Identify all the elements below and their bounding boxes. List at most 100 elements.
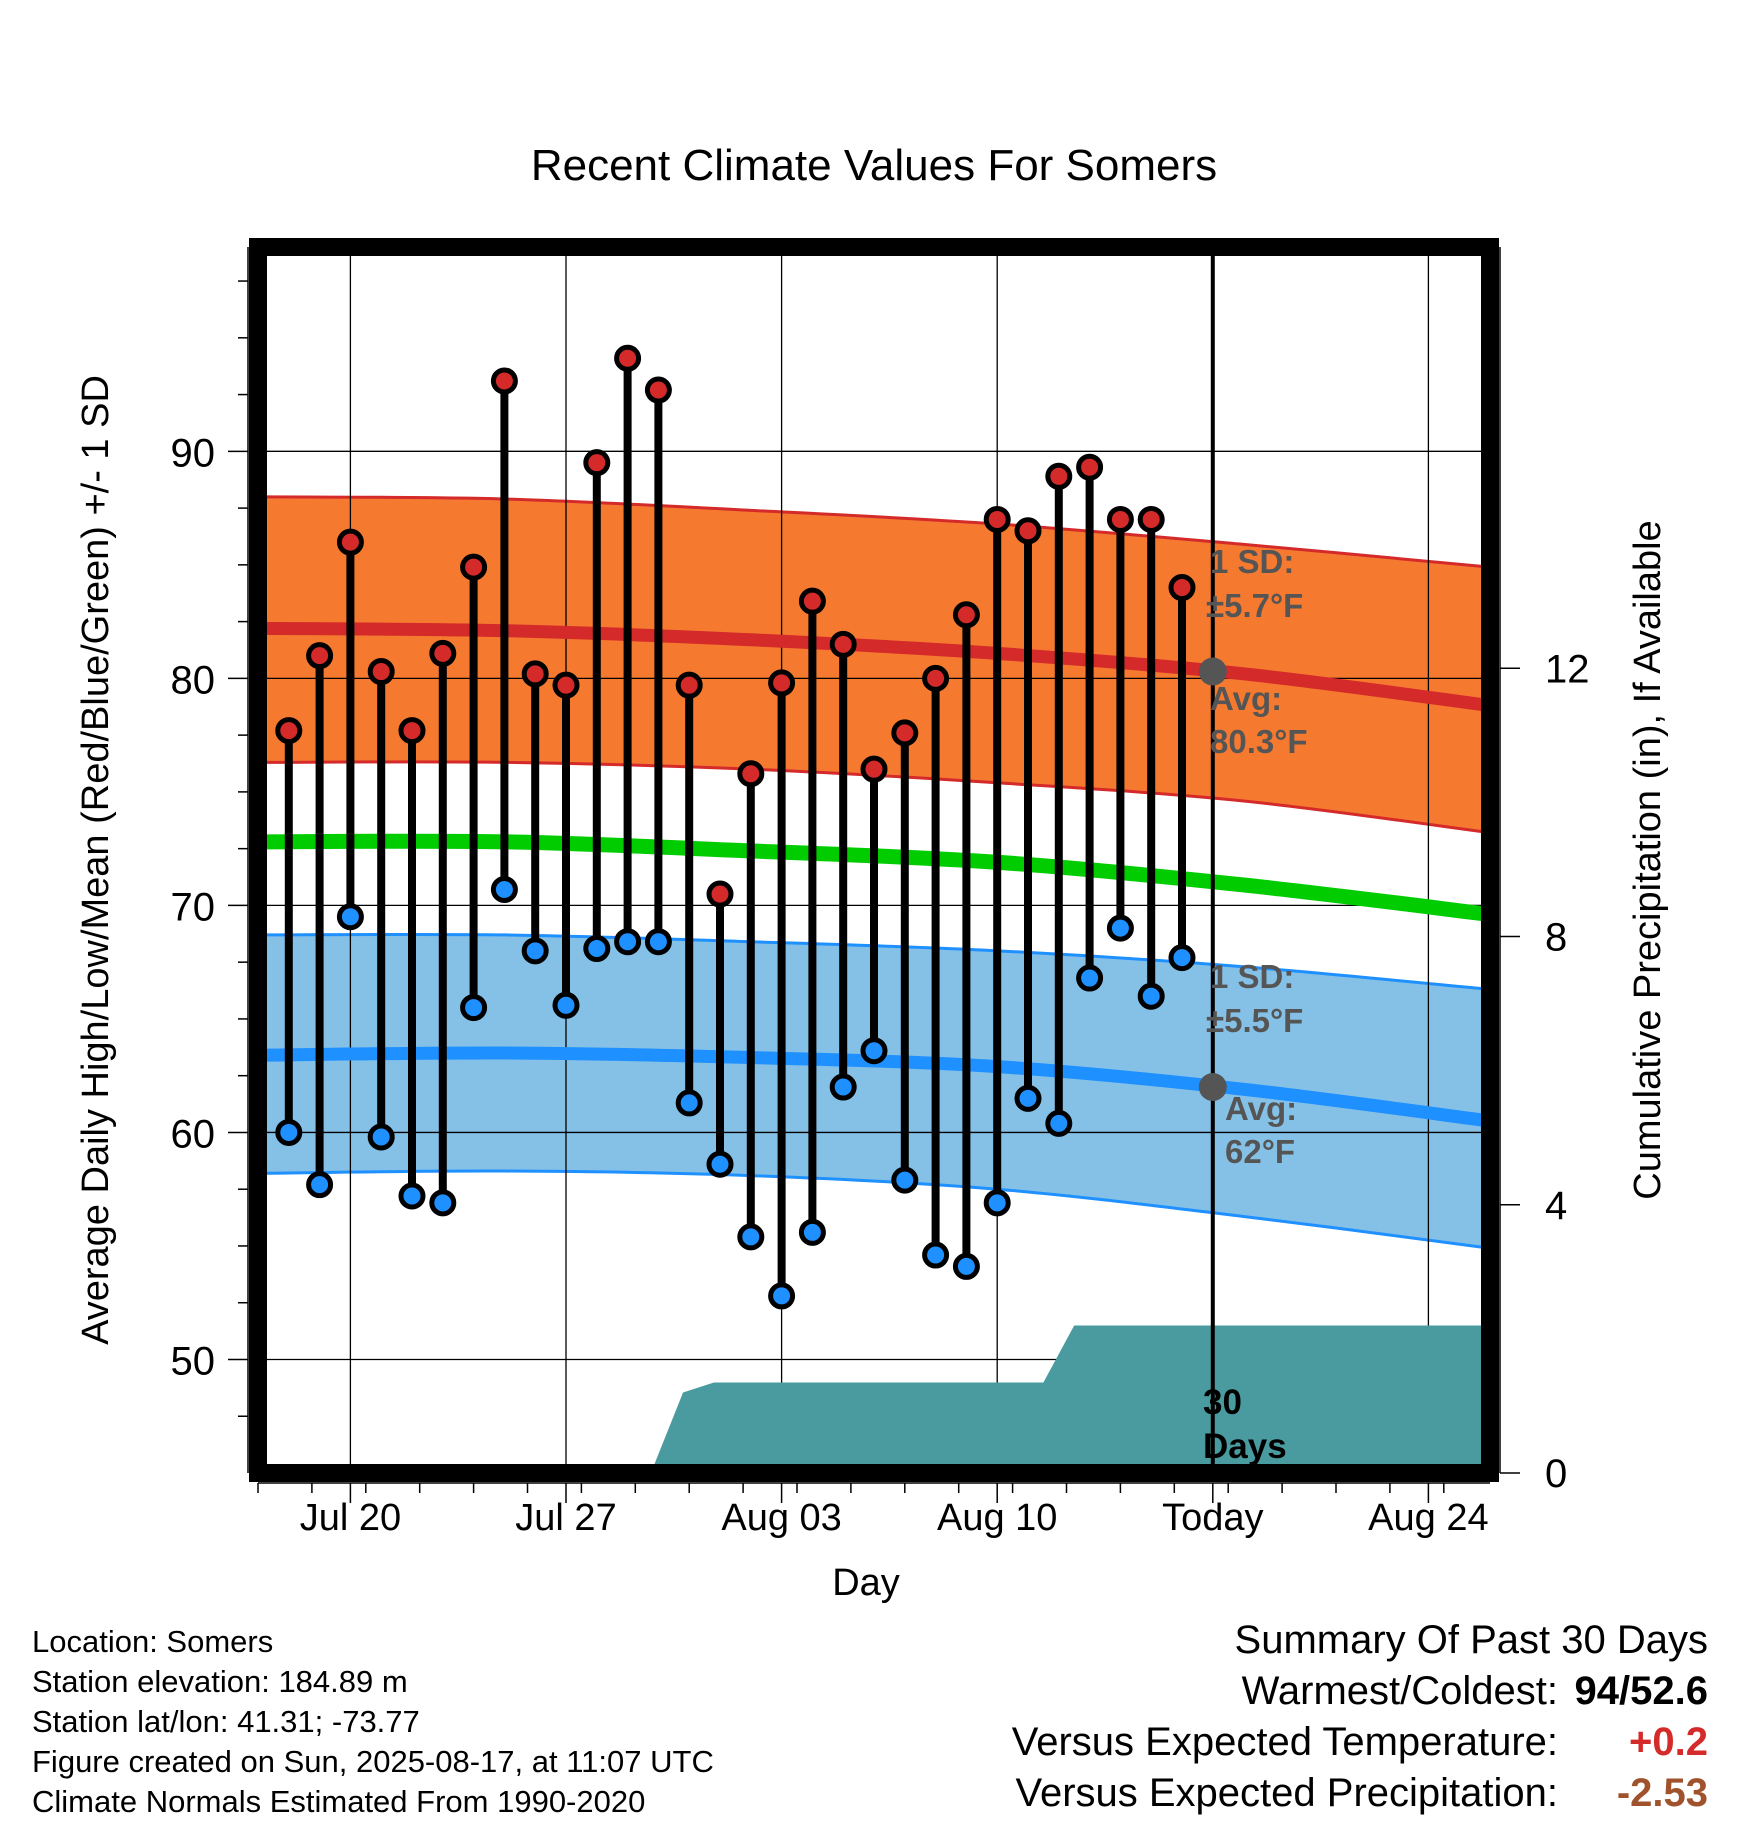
daily-low-dot <box>983 1189 1011 1217</box>
precip-days-label: Days <box>1203 1427 1287 1466</box>
daily-low-dot <box>922 1241 950 1269</box>
daily-low-dot <box>798 1218 826 1246</box>
daily-low-dot <box>1045 1109 1073 1137</box>
daily-low-dot <box>552 991 580 1019</box>
y2-tick-label: 12 <box>1545 647 1590 691</box>
daily-high-dot <box>737 760 765 788</box>
y-tick-label: 80 <box>171 658 216 702</box>
daily-low-dot <box>275 1118 303 1146</box>
low-sd-lower-line <box>257 1169 1491 1250</box>
y2-tick-label: 8 <box>1545 916 1567 960</box>
daily-high-dot <box>490 367 518 395</box>
daily-low-dot <box>521 937 549 965</box>
daily-low-dot <box>675 1089 703 1117</box>
today-low-avg-marker <box>1198 1073 1227 1102</box>
normals-text: Climate Normals Estimated From 1990-2020 <box>32 1784 646 1819</box>
x-tick-label: Jul 27 <box>515 1497 616 1539</box>
summary-panel: Summary Of Past 30 Days Warmest/Coldest:… <box>1012 1618 1708 1822</box>
warmest-coldest-label: Warmest/Coldest: <box>1241 1669 1558 1713</box>
created-text: Figure created on Sun, 2025-08-17, at 11… <box>32 1744 714 1779</box>
daily-high-dot <box>952 601 980 629</box>
daily-high-dot <box>860 755 888 783</box>
y2-axis-label: Cumulative Precipitation (in), If Availa… <box>1627 520 1669 1199</box>
y-tick-label: 50 <box>171 1339 216 1383</box>
precipitation-anomaly-label: Versus Expected Precipitation: <box>1015 1771 1558 1815</box>
elevation-text: Station elevation: 184.89 m <box>32 1664 408 1699</box>
daily-low-dot <box>429 1189 457 1217</box>
daily-high-dot <box>1137 505 1165 533</box>
daily-high-dot <box>367 658 395 686</box>
summary-title: Summary Of Past 30 Days <box>1234 1618 1708 1662</box>
daily-high-dot <box>583 449 611 477</box>
y2-tick-label: 4 <box>1545 1184 1567 1228</box>
daily-high-dot <box>891 719 919 747</box>
chart-title: Recent Climate Values For Somers <box>531 141 1217 190</box>
precipitation-anomaly-value: -2.53 <box>1616 1771 1708 1815</box>
y-axis-label: Average Daily High/Low/Mean (Red/Blue/Gr… <box>75 375 117 1345</box>
low-avg-label: Avg: <box>1225 1090 1297 1127</box>
daily-high-dot <box>768 669 796 697</box>
daily-low-dot <box>644 928 672 956</box>
summary-title-row: Summary Of Past 30 Days <box>1012 1618 1708 1669</box>
daily-high-dot <box>1045 462 1073 490</box>
precipitation-anomaly-row: Versus Expected Precipitation: -2.53 <box>1012 1771 1708 1822</box>
precip-days-number: 30 <box>1203 1383 1242 1422</box>
daily-low-dot <box>336 903 364 931</box>
daily-low-dot <box>1106 914 1134 942</box>
location-text: Location: Somers <box>32 1624 274 1659</box>
warmest-coldest-value: 94/52.6 <box>1574 1669 1708 1713</box>
low-sd-value: ±5.5°F <box>1206 1002 1303 1039</box>
daily-low-dot <box>614 928 642 956</box>
climate-chart: Recent Climate Values For Somers 50 60 70 8… <box>75 141 1669 1604</box>
daily-high-dot <box>983 505 1011 533</box>
daily-high-dot <box>706 880 734 908</box>
daily-low-dot <box>583 935 611 963</box>
x-tick-label: Aug 24 <box>1368 1497 1488 1539</box>
high-sd-label: 1 SD: <box>1210 543 1294 580</box>
daily-high-dot <box>1106 505 1134 533</box>
y-tick-label: 90 <box>171 431 216 475</box>
daily-low-dot <box>860 1037 888 1065</box>
daily-high-dot <box>275 717 303 745</box>
daily-low-dot <box>1076 964 1104 992</box>
daily-low-dot <box>367 1123 395 1151</box>
high-avg-label: Avg: <box>1210 680 1282 717</box>
daily-high-dot <box>306 642 334 670</box>
high-avg-value: 80.3°F <box>1210 723 1308 760</box>
daily-low-dot <box>460 994 488 1022</box>
precipitation-area <box>258 1325 1490 1473</box>
daily-low-dot <box>891 1166 919 1194</box>
today-high-avg-marker <box>1198 657 1227 686</box>
daily-high-dot <box>1168 574 1196 602</box>
daily-high-dot <box>398 717 426 745</box>
low-avg-value: 62°F <box>1225 1133 1295 1170</box>
x-tick-label: Aug 03 <box>721 1497 841 1539</box>
x-axis-label: Day <box>832 1562 900 1604</box>
daily-low-dot <box>1137 982 1165 1010</box>
daily-low-dot <box>952 1252 980 1280</box>
x-tick-label: Aug 10 <box>937 1497 1057 1539</box>
y-tick-label: 70 <box>171 885 216 929</box>
daily-low-dot <box>1168 944 1196 972</box>
x-tick-label: Jul 20 <box>300 1497 401 1539</box>
daily-low-dot <box>306 1171 334 1199</box>
temperature-anomaly-row: Versus Expected Temperature: +0.2 <box>1012 1720 1708 1771</box>
plot-frame <box>249 238 1499 1482</box>
latlon-text: Station lat/lon: 41.31; -73.77 <box>32 1704 420 1739</box>
high-sd-value: ±5.7°F <box>1206 587 1303 624</box>
daily-high-dot <box>798 587 826 615</box>
daily-high-dot <box>614 344 642 372</box>
temperature-anomaly-label: Versus Expected Temperature: <box>1011 1720 1558 1764</box>
daily-high-dot <box>552 671 580 699</box>
temperature-anomaly-value: +0.2 <box>1629 1720 1708 1764</box>
daily-high-dot <box>1076 453 1104 481</box>
daily-high-dot <box>675 671 703 699</box>
daily-high-dot <box>1014 517 1042 545</box>
daily-low-dot <box>490 876 518 904</box>
daily-low-dot <box>737 1223 765 1251</box>
x-tick-label: Today <box>1162 1497 1263 1539</box>
coldest-value: 52.6 <box>1630 1669 1708 1713</box>
warmest-coldest-row: Warmest/Coldest: 94/52.6 <box>1012 1669 1708 1720</box>
station-info: Location: Somers Station elevation: 184.… <box>32 1622 714 1822</box>
daily-high-dot <box>829 630 857 658</box>
